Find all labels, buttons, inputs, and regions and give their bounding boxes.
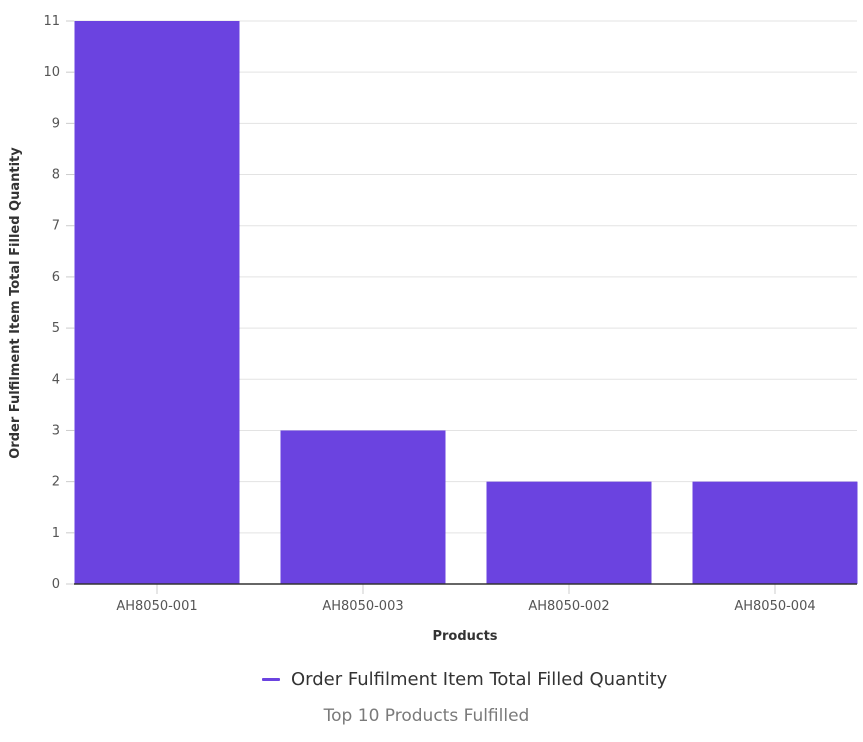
legend[interactable]: Order Fulfilment Item Total Filled Quant… (262, 666, 667, 692)
y-tick-label: 9 (52, 116, 60, 131)
chart-caption: Top 10 Products Fulfilled (323, 706, 530, 726)
x-axis-title: Products (432, 629, 497, 644)
y-axis-title: Order Fulfilment Item Total Filled Quant… (8, 147, 23, 459)
legend-label: Order Fulfilment Item Total Filled Quant… (291, 668, 668, 690)
bar[interactable] (74, 21, 240, 584)
y-tick-label: 10 (43, 65, 60, 80)
y-tick-label: 2 (52, 475, 60, 490)
y-tick-label: 4 (52, 372, 60, 387)
x-axis: AH8050-001 AH8050-003 AH8050-002 AH8050-004 (74, 583, 857, 614)
legend-swatch (262, 677, 280, 681)
y-axis-ticks: 0 1 2 3 4 5 6 7 8 9 10 11 (43, 14, 74, 592)
x-tick-label: AH8050-001 (116, 599, 197, 614)
bar[interactable] (280, 430, 446, 584)
bar[interactable] (692, 481, 858, 584)
bars (74, 21, 858, 584)
y-tick-label: 0 (52, 577, 60, 592)
y-tick-label: 11 (43, 14, 60, 29)
x-tick-label: AH8050-002 (528, 599, 609, 614)
y-tick-label: 7 (52, 219, 60, 234)
y-tick-label: 3 (52, 423, 60, 438)
y-tick-label: 1 (52, 526, 60, 541)
bar[interactable] (486, 481, 652, 584)
y-tick-label: 8 (52, 168, 60, 183)
x-tick-label: AH8050-003 (322, 599, 403, 614)
y-tick-label: 5 (52, 321, 60, 336)
x-tick-label: AH8050-004 (734, 599, 815, 614)
y-tick-label: 6 (52, 270, 60, 285)
